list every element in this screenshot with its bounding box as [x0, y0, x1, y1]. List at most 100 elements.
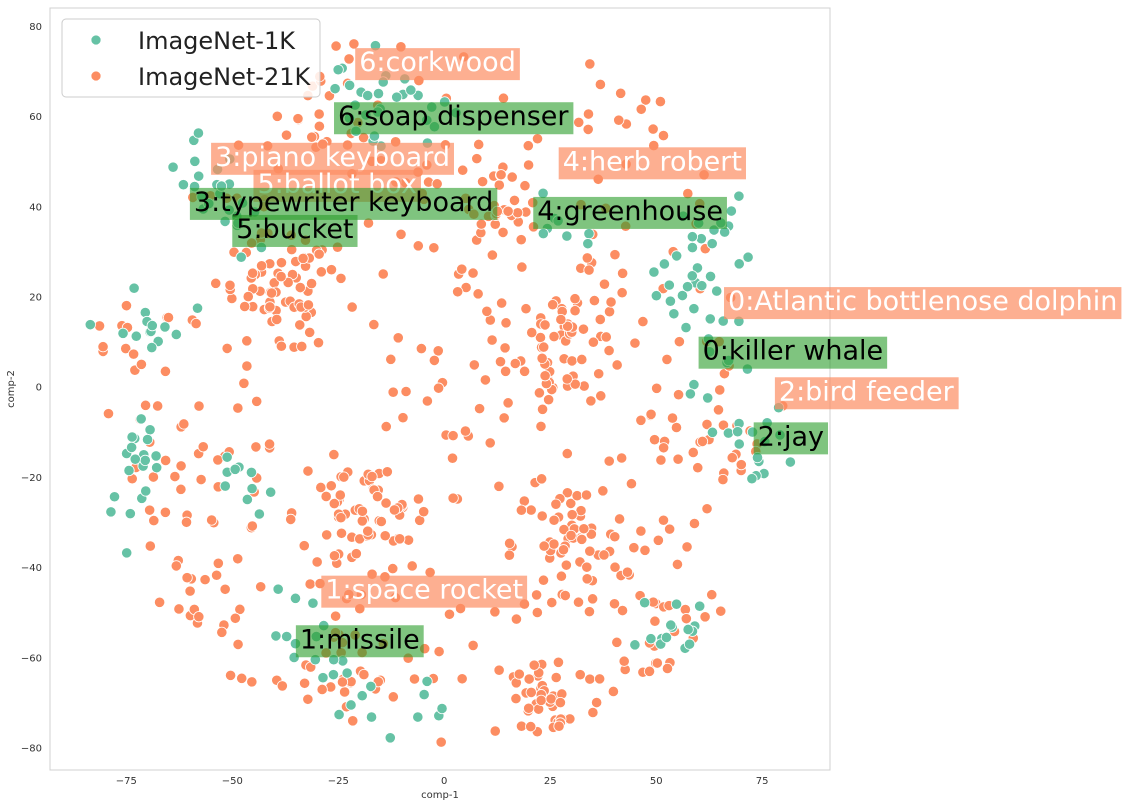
point-imagenet-21k	[673, 336, 685, 348]
point-imagenet-21k	[543, 394, 555, 406]
point-imagenet-1k	[150, 450, 162, 462]
point-imagenet-21k	[616, 452, 628, 464]
point-imagenet-21k	[97, 341, 109, 353]
point-imagenet-1k	[146, 320, 158, 332]
point-imagenet-21k	[515, 720, 528, 732]
point-imagenet-21k	[276, 680, 288, 692]
annotation-21k: 6:corkwood	[355, 47, 520, 81]
point-imagenet-1k	[159, 321, 171, 333]
point-imagenet-21k	[280, 129, 293, 141]
x-axis-title: comp-1	[421, 790, 459, 801]
point-imagenet-21k	[717, 419, 730, 431]
point-imagenet-21k	[473, 403, 486, 415]
point-imagenet-21k	[446, 452, 459, 464]
annotation-1k: 0:killer whale	[698, 336, 888, 369]
point-imagenet-21k	[313, 120, 325, 132]
point-imagenet-21k	[193, 400, 205, 412]
point-imagenet-21k	[476, 176, 489, 188]
point-imagenet-1k	[135, 413, 147, 425]
point-imagenet-21k	[338, 471, 350, 483]
point-imagenet-21k	[154, 596, 166, 608]
point-imagenet-21k	[533, 387, 546, 399]
point-imagenet-1k	[658, 258, 670, 270]
point-imagenet-21k	[494, 356, 507, 368]
point-imagenet-21k	[275, 270, 287, 283]
point-imagenet-21k	[715, 605, 727, 617]
point-imagenet-1k	[272, 583, 284, 595]
point-imagenet-21k	[500, 317, 512, 329]
point-imagenet-21k	[670, 421, 683, 434]
point-imagenet-1k	[345, 699, 357, 711]
point-imagenet-21k	[255, 260, 268, 272]
annotation-label: 6:corkwood	[359, 47, 516, 78]
point-imagenet-1k	[733, 190, 745, 202]
point-imagenet-21k	[457, 164, 469, 176]
point-imagenet-21k	[178, 418, 190, 430]
legend-box	[61, 18, 321, 98]
point-imagenet-21k	[239, 300, 251, 313]
point-imagenet-1k	[128, 282, 140, 294]
point-imagenet-21k	[328, 448, 340, 461]
point-imagenet-21k	[530, 589, 543, 601]
point-imagenet-1k	[221, 451, 233, 463]
point-imagenet-21k	[312, 337, 325, 349]
point-imagenet-21k	[537, 574, 550, 586]
point-imagenet-21k	[687, 446, 699, 459]
point-imagenet-21k	[658, 442, 670, 454]
point-imagenet-21k	[432, 345, 444, 357]
point-imagenet-21k	[162, 311, 175, 324]
point-imagenet-21k	[366, 470, 378, 483]
y-tick-label: 0	[36, 383, 42, 394]
legend-marker-imagenet-21k	[90, 70, 102, 82]
point-imagenet-21k	[197, 441, 209, 453]
point-imagenet-21k	[571, 490, 583, 502]
point-imagenet-21k	[635, 103, 647, 115]
point-imagenet-21k	[536, 473, 548, 485]
point-imagenet-1k	[722, 427, 735, 439]
point-imagenet-21k	[385, 353, 397, 365]
point-imagenet-1k	[144, 424, 156, 436]
point-imagenet-21k	[577, 323, 590, 335]
point-imagenet-21k	[538, 341, 550, 353]
point-imagenet-21k	[661, 353, 673, 366]
point-imagenet-21k	[513, 668, 525, 680]
point-imagenet-21k	[238, 377, 250, 389]
point-imagenet-21k	[618, 655, 630, 667]
point-imagenet-1k	[784, 456, 796, 468]
point-imagenet-21k	[664, 523, 676, 535]
point-imagenet-21k	[387, 386, 399, 398]
point-imagenet-21k	[593, 368, 605, 380]
annotation-box	[724, 287, 1122, 320]
point-imagenet-21k	[607, 685, 619, 698]
y-axis-title: comp-2	[6, 370, 17, 408]
point-imagenet-21k	[528, 659, 540, 671]
point-imagenet-21k	[603, 306, 616, 318]
point-imagenet-21k	[343, 53, 355, 65]
point-imagenet-1k	[682, 623, 694, 636]
annotation-21k: 2:bird feeder	[774, 376, 959, 410]
point-imagenet-21k	[206, 514, 218, 526]
point-imagenet-21k	[415, 343, 428, 355]
point-imagenet-1k	[177, 179, 189, 191]
point-imagenet-21k	[547, 299, 559, 311]
x-tick-label: 25	[544, 776, 557, 787]
point-imagenet-21k	[459, 425, 472, 437]
point-imagenet-21k	[358, 668, 370, 681]
point-imagenet-21k	[497, 226, 509, 239]
point-imagenet-1k	[742, 251, 754, 263]
point-imagenet-21k	[609, 249, 621, 261]
point-imagenet-21k	[587, 593, 599, 605]
point-imagenet-21k	[479, 374, 492, 386]
point-imagenet-21k	[545, 693, 557, 705]
point-imagenet-21k	[305, 277, 318, 290]
point-imagenet-21k	[573, 116, 585, 128]
point-imagenet-21k	[212, 454, 224, 466]
point-imagenet-21k	[313, 248, 325, 260]
point-imagenet-1k	[124, 508, 136, 520]
legend: ImageNet-1K ImageNet-21K	[61, 18, 321, 98]
point-imagenet-21k	[522, 159, 535, 171]
point-imagenet-1k	[123, 464, 135, 477]
point-imagenet-21k	[335, 272, 347, 284]
point-imagenet-21k	[526, 326, 538, 339]
annotation-box	[558, 147, 746, 180]
